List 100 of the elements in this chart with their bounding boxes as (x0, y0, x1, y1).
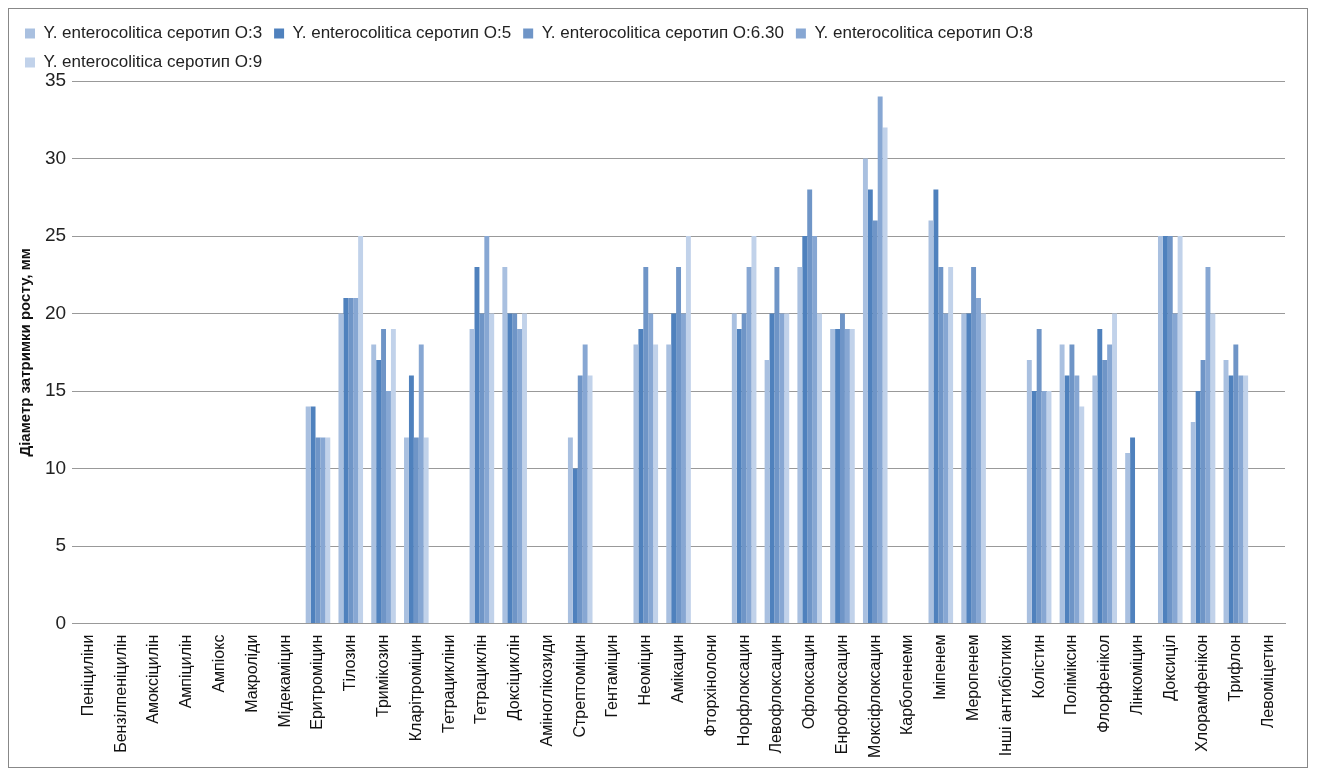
bar (1200, 360, 1206, 624)
bar (1059, 344, 1065, 624)
bar (1107, 344, 1113, 624)
bar (882, 127, 888, 624)
bar (1172, 313, 1178, 624)
bar (835, 329, 841, 624)
x-tick-label: Ампіцилін (177, 634, 195, 709)
x-tick-label: Доксиціл (1160, 634, 1178, 701)
bar (638, 329, 644, 624)
x-tick-label: Трифлон (1226, 634, 1244, 702)
x-tick-label: Мідекаміцин (275, 634, 293, 728)
bar (681, 313, 686, 624)
bar (966, 313, 972, 624)
y-tick-label: 10 (44, 456, 67, 478)
bar (807, 189, 813, 624)
bar (736, 329, 742, 624)
y-tick-label: 20 (44, 301, 67, 323)
x-tick-label: Пеніциліни (78, 634, 96, 717)
bar (1210, 313, 1216, 624)
y-tick-label: 30 (44, 146, 67, 168)
bar (1031, 391, 1037, 624)
bar (567, 437, 573, 624)
bar (390, 329, 396, 624)
bar (1074, 375, 1080, 624)
bar (1195, 391, 1201, 624)
bar (731, 313, 737, 624)
bar (943, 313, 949, 624)
bar (404, 437, 409, 624)
x-tick-label: Неоміцин (636, 634, 654, 706)
legend-label: Y. enterocolitica серотип O:9 (43, 52, 263, 72)
x-tick-label: Бензілпеніцилін (111, 634, 129, 753)
bar (872, 220, 878, 624)
bar (648, 313, 654, 624)
x-tick-label: Тетрациклін (472, 634, 490, 724)
x-tick-label: Тримікозин (373, 634, 391, 717)
bar (502, 267, 508, 624)
bar (517, 329, 523, 624)
bar (376, 360, 382, 624)
x-tick-label: Фторхінолони (701, 634, 719, 737)
x-tick-label: Тетрацикліни (439, 634, 457, 733)
bar (1069, 344, 1075, 624)
bar (797, 267, 803, 624)
bar (1238, 375, 1244, 624)
bar (1177, 236, 1183, 624)
bar (1167, 236, 1173, 624)
bar (844, 329, 850, 624)
bar (1102, 360, 1108, 624)
bar (676, 267, 682, 624)
bar (779, 313, 785, 624)
y-tick-label: 0 (55, 611, 67, 633)
bar (358, 236, 364, 624)
bar (484, 236, 490, 624)
y-tick-label: 5 (55, 534, 67, 556)
x-tick-label: Колістин (1029, 634, 1047, 699)
y-tick-label: 25 (44, 224, 67, 246)
bar (933, 189, 939, 624)
x-tick-label: Макроліди (242, 634, 260, 713)
bar (817, 313, 822, 624)
x-tick-label: Іміпенем (931, 634, 949, 700)
bar (643, 267, 649, 624)
bar (1097, 329, 1103, 624)
x-tick-label: Інші антибіотики (996, 634, 1014, 757)
bar (423, 437, 429, 624)
bar (784, 313, 790, 624)
y-tick-label: 15 (44, 379, 67, 401)
bar (305, 406, 311, 624)
x-tick-label: Поліміксин (1062, 634, 1080, 716)
bar (1233, 344, 1239, 624)
x-tick-label: Еритроміцин (308, 634, 326, 730)
y-axis-title: Діаметр затримки росту, мм (16, 248, 34, 457)
bar (371, 344, 377, 624)
bar (830, 329, 836, 624)
bar (741, 313, 747, 624)
bar (522, 313, 527, 624)
bar (413, 437, 419, 624)
x-tick-label: Кларітроміцин (406, 634, 424, 742)
bar (877, 96, 883, 624)
bar (980, 313, 986, 624)
bar (971, 267, 977, 624)
bar (348, 298, 354, 624)
bar (507, 313, 513, 624)
bar (353, 298, 359, 624)
x-tick-label: Офлоксацин (800, 634, 818, 730)
bar (489, 313, 495, 624)
bar (840, 313, 845, 624)
legend-label: Y. enterocolitica серотип O:5 (292, 23, 512, 43)
bar (310, 406, 316, 624)
bar (666, 344, 672, 624)
bar (1041, 391, 1047, 624)
bar (577, 375, 583, 624)
bar (572, 468, 578, 624)
bar (1036, 329, 1042, 624)
x-tick-label: Тілозин (341, 634, 359, 692)
x-tick-label: Лінкоміцин (1127, 634, 1145, 716)
bar (1079, 406, 1085, 624)
bar (512, 313, 518, 624)
x-tick-label: Моксіфлоксацин (865, 634, 883, 759)
bar (1157, 236, 1163, 624)
x-tick-label: Енрофлоксацин (832, 634, 850, 755)
bar (633, 344, 639, 624)
